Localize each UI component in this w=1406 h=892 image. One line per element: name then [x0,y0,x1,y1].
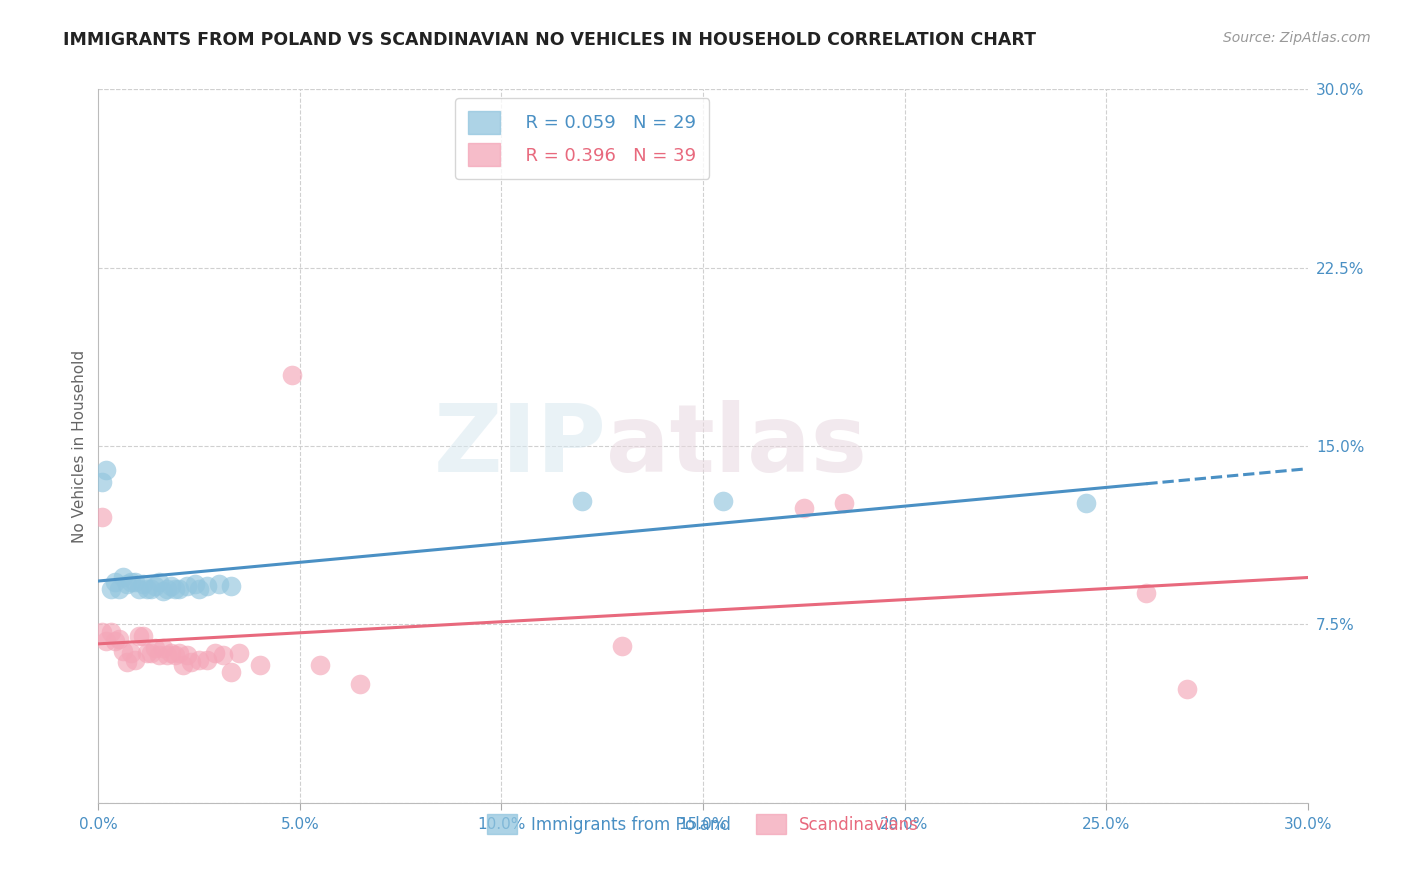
Point [228,646,250,660]
Point [180,656,202,670]
Point [124,574,146,589]
Point [128,582,150,596]
Point [711,493,734,508]
Point [143,579,166,593]
Point [163,582,186,596]
Point [115,577,138,591]
Point [612,639,634,653]
Point [204,646,226,660]
Point [160,646,183,660]
Point [103,574,125,589]
Point [156,582,179,596]
Point [249,657,271,672]
Point [91,475,114,489]
Point [107,582,129,596]
Point [107,632,129,646]
Point [1175,681,1198,696]
Point [152,584,174,599]
Point [172,657,194,672]
Point [571,493,593,508]
Point [148,574,170,589]
Point [195,579,218,593]
Legend: Immigrants from Poland, Scandinavians: Immigrants from Poland, Scandinavians [481,807,925,841]
Point [103,634,125,648]
Point [111,643,134,657]
Point [208,577,231,591]
Point [91,510,114,524]
Point [139,646,162,660]
Point [156,648,179,663]
Point [111,570,134,584]
Point [793,500,815,515]
Point [120,646,142,660]
Point [195,653,218,667]
Point [221,579,243,593]
Point [176,579,198,593]
Point [115,656,138,670]
Point [163,648,186,663]
Point [349,677,371,691]
Point [132,577,155,591]
Point [167,646,190,660]
Point [152,641,174,656]
Point [96,463,118,477]
Point [148,648,170,663]
Point [135,582,157,596]
Point [1135,586,1157,600]
Point [100,582,122,596]
Point [188,582,211,596]
Point [100,624,122,639]
Point [128,629,150,643]
Point [160,579,183,593]
Y-axis label: No Vehicles in Household: No Vehicles in Household [72,350,87,542]
Text: Source: ZipAtlas.com: Source: ZipAtlas.com [1223,31,1371,45]
Text: atlas: atlas [606,400,868,492]
Point [176,648,198,663]
Point [135,646,157,660]
Point [96,634,118,648]
Text: IMMIGRANTS FROM POLAND VS SCANDINAVIAN NO VEHICLES IN HOUSEHOLD CORRELATION CHAR: IMMIGRANTS FROM POLAND VS SCANDINAVIAN N… [63,31,1036,49]
Point [139,582,162,596]
Point [309,657,332,672]
Point [832,496,855,510]
Point [91,624,114,639]
Point [143,641,166,656]
Point [184,577,207,591]
Point [124,653,146,667]
Text: ZIP: ZIP [433,400,606,492]
Point [167,582,190,596]
Point [221,665,243,679]
Point [120,574,142,589]
Point [132,629,155,643]
Point [281,368,304,382]
Point [212,648,235,663]
Point [1074,496,1097,510]
Point [188,653,211,667]
